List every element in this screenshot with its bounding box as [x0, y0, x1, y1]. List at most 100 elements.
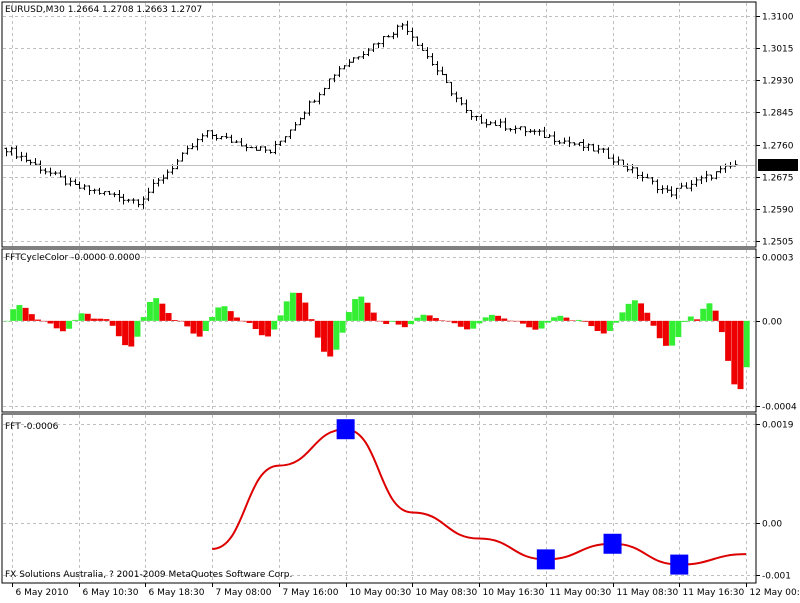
- price-axis-label: 1.2930: [762, 77, 794, 87]
- cycle-bar: [178, 321, 184, 322]
- cycle-bar: [128, 321, 134, 347]
- cycle-axis-label: -0.0004: [762, 403, 797, 413]
- cycle-bar: [191, 321, 197, 334]
- cycle-bar: [10, 309, 16, 321]
- cycle-bar: [147, 302, 153, 321]
- cycle-bar: [184, 321, 190, 327]
- cycle-bar: [365, 303, 371, 321]
- cycle-bar: [427, 315, 433, 320]
- cycle-bar: [445, 321, 451, 322]
- cycle-axis-label: 0.00: [762, 318, 782, 328]
- cycle-bar: [23, 308, 29, 321]
- cycle-bar: [159, 304, 165, 321]
- cycle-bar: [526, 321, 532, 327]
- time-axis-label: 6 May 2010: [16, 588, 69, 598]
- cycle-bar: [601, 321, 607, 334]
- cycle-bar: [470, 321, 476, 329]
- cycle-bar: [103, 319, 109, 321]
- cycle-bar: [582, 321, 588, 322]
- time-axis-label: 10 May 08:30: [416, 588, 478, 598]
- cycle-bar: [731, 321, 737, 384]
- cycle-bar: [657, 321, 663, 338]
- cycle-bar: [551, 317, 557, 321]
- cycle-bar: [570, 320, 576, 321]
- cycle-bar: [41, 321, 47, 322]
- cycle-bar: [439, 320, 445, 321]
- cycle-bar: [352, 299, 358, 321]
- cycle-bar: [408, 321, 414, 324]
- cycle-bar: [246, 321, 252, 323]
- cycle-bar: [60, 321, 66, 331]
- cycle-bar: [476, 321, 482, 324]
- fft-axis-label: 0.00: [762, 520, 782, 530]
- cycle-bar: [389, 321, 395, 322]
- cycle-bar: [595, 321, 601, 331]
- cycle-bar: [215, 307, 221, 320]
- cycle-bar: [91, 319, 97, 321]
- cycle-bar: [327, 321, 333, 357]
- cycle-bar: [452, 321, 458, 323]
- cycle-bar: [135, 321, 141, 337]
- cycle-bar: [66, 321, 72, 329]
- cycle-bar: [501, 319, 507, 321]
- cycle-bar: [110, 321, 116, 326]
- cycle-bar: [222, 306, 228, 321]
- time-axis-label: 12 May 00:30: [750, 588, 800, 598]
- cycle-bar: [414, 318, 420, 321]
- cycle-bar: [271, 321, 277, 330]
- cycle-bar: [72, 320, 78, 321]
- cycle-bar: [234, 318, 240, 321]
- copyright-label: FX Solutions Australia, ? 2001-2009 Meta…: [5, 570, 292, 580]
- cycle-bar: [508, 321, 514, 322]
- cycle-bar: [340, 321, 346, 333]
- cycle-bar: [669, 321, 675, 346]
- fft-window-label: FFT -0.0006: [5, 422, 58, 432]
- cycle-bar: [651, 321, 657, 326]
- cycle-bar: [346, 312, 352, 321]
- cycle-bar: [539, 321, 545, 329]
- price-axis-label: 1.2675: [762, 174, 794, 184]
- cycle-bar: [688, 317, 694, 321]
- last-price-label: 1.2707: [762, 161, 794, 171]
- fft-marker: [670, 555, 688, 575]
- cycle-bar: [203, 321, 209, 331]
- price-axis-label: 1.3015: [762, 45, 794, 55]
- cycle-bar: [321, 321, 327, 352]
- cycle-bar: [632, 300, 638, 321]
- price-axis-label: 1.2590: [762, 206, 794, 216]
- cycle-bar: [433, 318, 439, 321]
- cycle-bar: [619, 312, 625, 320]
- cycle-bar: [564, 318, 570, 321]
- cycle-bar: [4, 321, 10, 322]
- time-axis-label: 11 May 08:30: [617, 588, 679, 598]
- price-axis-label: 1.2845: [762, 109, 794, 119]
- cycle-bar: [719, 321, 725, 332]
- cycle-bar: [495, 316, 501, 321]
- cycle-bar: [483, 317, 489, 320]
- cycle-bar: [725, 321, 731, 361]
- fft-marker: [537, 549, 555, 569]
- cycle-bar: [16, 305, 22, 321]
- cycle-bar: [290, 293, 296, 321]
- cycle-bar: [644, 313, 650, 321]
- cycle-bar: [153, 298, 159, 321]
- cycle-bar: [626, 304, 632, 321]
- cycle-bar: [402, 321, 408, 327]
- cycle-bar: [309, 319, 315, 321]
- cycle-bar: [532, 321, 538, 330]
- cycle-bar: [284, 301, 290, 321]
- time-axis-label: 10 May 00:30: [350, 588, 412, 598]
- cycle-bar: [663, 321, 669, 346]
- cycle-bar: [371, 313, 377, 321]
- cycle-window-label: FFTCycleColor -0.0000 0.0000: [5, 253, 140, 263]
- cycle-bar: [278, 315, 284, 320]
- cycle-bar: [744, 321, 750, 367]
- price-axis-label: 1.2760: [762, 142, 794, 152]
- time-axis-label: 7 May 08:00: [216, 588, 272, 598]
- price-axis-label: 1.3100: [762, 13, 794, 23]
- main-window-label: EURUSD,M30 1.2664 1.2708 1.2663 1.2707: [5, 5, 202, 15]
- cycle-bar: [197, 321, 203, 337]
- cycle-bar: [383, 321, 389, 324]
